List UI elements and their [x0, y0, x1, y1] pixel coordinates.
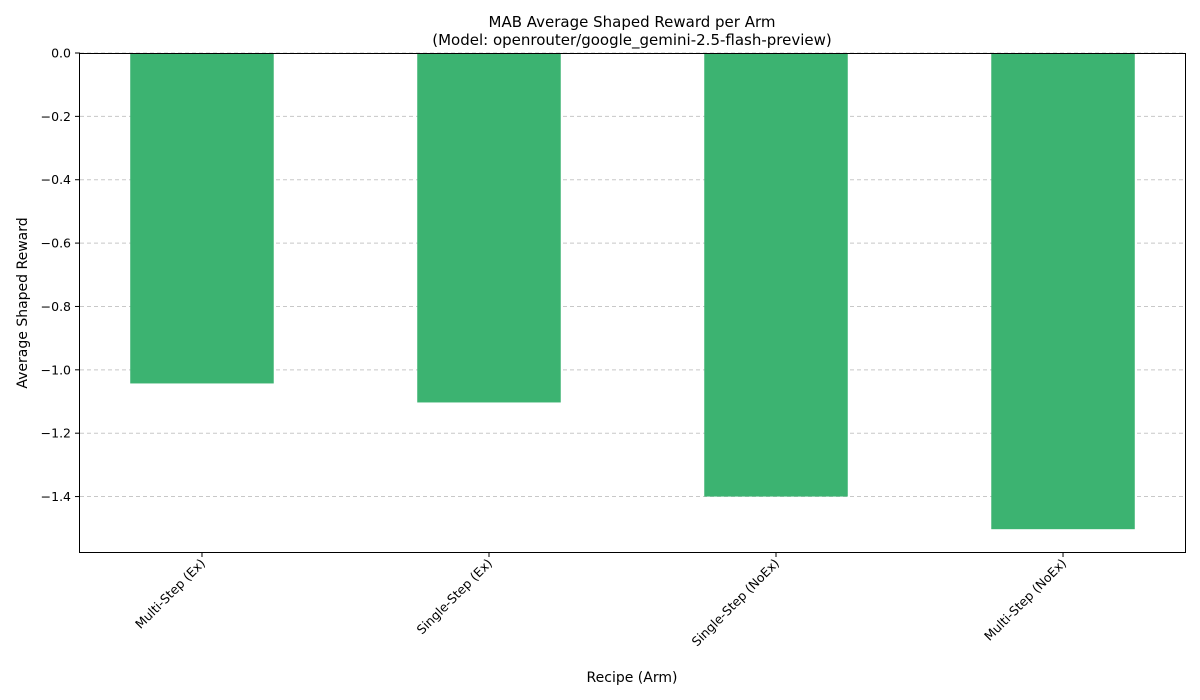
x-axis-label: Recipe (Arm): [587, 670, 678, 686]
bar-4: [991, 53, 1135, 530]
y-axis-label: Average Shaped Reward: [15, 217, 31, 388]
chart-subtitle: (Model: openrouter/google_gemini-2.5-fla…: [432, 31, 832, 50]
chart-title: MAB Average Shaped Reward per Arm: [489, 13, 776, 31]
y-tick-label: −0.6: [41, 236, 71, 251]
x-tick-label: Multi-Step (Ex): [132, 556, 208, 632]
y-tick-label: −0.2: [41, 109, 71, 124]
x-tick-label: Single-Step (Ex): [413, 556, 495, 638]
bars: [130, 53, 1135, 530]
bar-3: [704, 53, 848, 497]
plot-frame: [79, 53, 1186, 553]
x-tick-label: Multi-Step (NoEx): [981, 556, 1069, 644]
x-axis-ticks: Multi-Step (Ex) Single-Step (Ex) Single-St…: [132, 552, 1069, 649]
y-tick-label: 0.0: [51, 46, 71, 61]
y-tick-label: −0.8: [41, 299, 71, 314]
y-tick-label: −0.4: [41, 172, 71, 187]
y-axis-ticks: 0.0 −0.2 −0.4 −0.6 −0.8 −1.0 −1.2 −1.4: [41, 46, 80, 504]
y-tick-label: −1.2: [41, 426, 71, 441]
bar-2: [417, 53, 561, 403]
y-tick-label: −1.0: [41, 362, 71, 377]
x-tick-label: Single-Step (NoEx): [688, 556, 782, 650]
y-tick-label: −1.4: [41, 489, 71, 504]
bar-1: [130, 53, 274, 384]
